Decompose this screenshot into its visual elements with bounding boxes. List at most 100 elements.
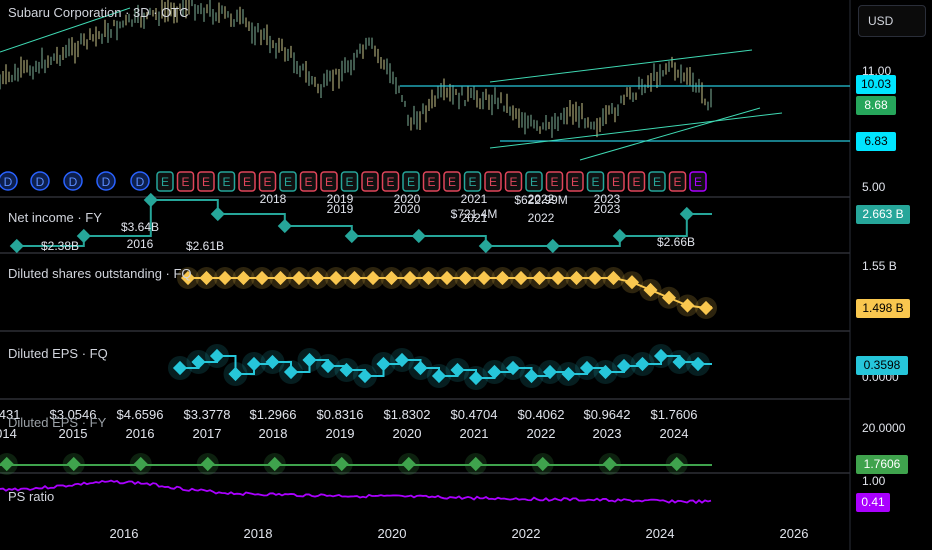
net-income-title: Net income · FY: [8, 210, 102, 225]
shares-point-2: [217, 270, 233, 286]
eps-fy-point-7: [468, 456, 483, 472]
earnings-marker-label: E: [530, 175, 538, 189]
channel-upper-line: [489, 49, 753, 83]
earnings-marker-18: [525, 171, 543, 192]
eps-fy-year-label-8: 2022: [527, 426, 556, 441]
earnings-marker-14: [443, 171, 461, 192]
earnings-marker-label: E: [304, 175, 312, 189]
eps-fy-point-6: [401, 456, 416, 472]
earnings-marker-label: E: [632, 175, 640, 189]
price-tag-last: 8.68: [856, 96, 896, 115]
shares-point-24: [624, 275, 640, 290]
earnings-marker-15: [463, 171, 482, 192]
eps-fy-point-3: [200, 456, 215, 472]
earnings-marker-20: [566, 171, 584, 192]
earnings-marker-13: [422, 171, 441, 192]
shares-point-26: [661, 290, 677, 305]
eps-fy-year-label-2: 2016: [126, 426, 155, 441]
net-income-label-3: $2.61B: [186, 239, 224, 253]
eps-fy-year-label-10: 2024: [660, 426, 689, 441]
channel-inner-line: [579, 107, 761, 161]
eps-fy-year-label-3: 2017: [193, 426, 222, 441]
earnings-marker-2: [197, 171, 215, 192]
shares-point-19: [532, 270, 547, 286]
earnings-marker-8: [320, 171, 338, 192]
currency-button[interactable]: USD: [858, 5, 926, 37]
earnings-marker-label: E: [468, 175, 476, 189]
shares-point-14: [439, 270, 455, 286]
time-axis-label-2016: 2016: [110, 526, 139, 541]
eps-fy-year-label-0: 014: [0, 426, 17, 441]
earnings-marker-label: E: [222, 175, 230, 189]
eps-fq-point-23: [598, 364, 613, 380]
shares-point-11: [384, 270, 399, 286]
eps-fq-point-7: [302, 352, 317, 368]
eps-fy-title: Diluted EPS · FY: [8, 415, 107, 430]
dividend-marker-0: [0, 171, 18, 191]
dividend-marker-2: [63, 171, 83, 191]
eps-fq-point-5: [265, 354, 280, 370]
shares-point-5: [273, 270, 288, 286]
shares-point-17: [495, 270, 510, 286]
eps-fy-point-1: [66, 456, 81, 472]
eps-fq-title: Diluted EPS · FQ: [8, 346, 108, 361]
eps-fq-point-11: [376, 356, 391, 372]
earnings-marker-label: E: [263, 175, 271, 189]
eps-fq-point-10: [357, 368, 373, 384]
eps-fy-point-2: [133, 456, 148, 472]
net-income-point-7: [478, 238, 493, 254]
net-income-label-10: $2.66B: [657, 235, 695, 249]
earnings-marker-label: E: [366, 175, 374, 189]
earnings-marker-21: [586, 171, 605, 192]
eps-fq-point-24: [616, 358, 632, 374]
time-axis-label-2026: 2026: [780, 526, 809, 541]
ps-tick: 1.00: [862, 474, 886, 488]
eps-fy-tag: 1.7606: [856, 455, 908, 474]
earnings-marker-4: [238, 171, 256, 192]
eps-fq-point-14: [431, 368, 447, 384]
dividend-marker-label: D: [102, 175, 111, 189]
shares-point-9: [347, 270, 362, 286]
price-tag-lower: 6.83: [856, 132, 896, 151]
earnings-marker-3: [217, 171, 236, 192]
eps-fy-point-0: [0, 456, 14, 472]
net-income-year-7: 2021: [461, 211, 488, 225]
shares-point-10: [365, 270, 381, 286]
eps-fy-year-label-4: 2018: [259, 426, 288, 441]
net-income-point-0: [9, 238, 24, 254]
net-income-label-1: $2.38B: [41, 239, 79, 253]
shares-point-13: [421, 270, 436, 286]
net-income-year-2: 2016: [127, 237, 154, 251]
eps-fy-value-label-4: $1.2966: [250, 407, 297, 422]
time-axis-label-2020: 2020: [378, 526, 407, 541]
earnings-marker-0: [156, 171, 174, 192]
eps-fq-point-13: [413, 360, 428, 376]
eps-fq-point-1: [191, 354, 206, 370]
net-income-year-5: 2019: [327, 202, 354, 216]
shares-point-18: [513, 270, 529, 286]
eps-fy-year-label-7: 2021: [460, 426, 489, 441]
earnings-marker-label: E: [653, 175, 661, 189]
eps-fq-point-2: [209, 348, 225, 364]
eps-fq-point-16: [468, 370, 484, 386]
marker-year-label-2023: 2023: [594, 192, 621, 206]
dividend-marker-1: [30, 171, 50, 191]
dividend-marker-4: [130, 171, 150, 191]
shares-tag: 1.498 B: [856, 299, 910, 318]
shares-point-25: [643, 282, 658, 298]
marker-year-label-2022: 2022: [528, 192, 555, 206]
marker-year-label-2018: 2018: [260, 192, 287, 206]
marker-year-label-2020: 2020: [394, 192, 421, 206]
price-tick-11: 11.00: [862, 64, 891, 78]
net-income-year-8: 2022: [528, 211, 555, 225]
earnings-marker-22: [607, 171, 625, 192]
earnings-marker-label: E: [550, 175, 558, 189]
earnings-marker-5: [258, 171, 277, 192]
shares-tick: 1.55 B: [862, 259, 897, 273]
marker-year-label-2019: 2019: [327, 192, 354, 206]
earnings-marker-label: E: [427, 175, 435, 189]
eps-fy-point-9: [602, 456, 617, 472]
shares-point-16: [476, 270, 492, 286]
eps-fq-point-28: [690, 356, 706, 372]
